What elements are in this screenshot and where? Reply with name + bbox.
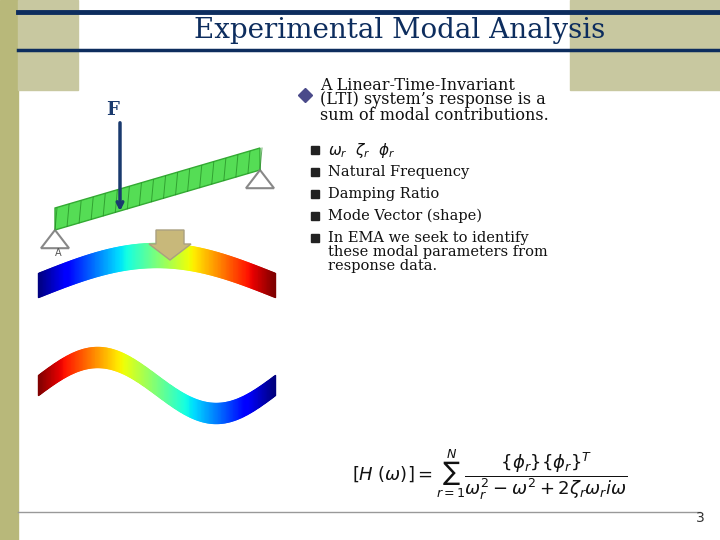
Text: F: F — [106, 101, 119, 119]
Text: $\omega_r\ \ \zeta_r\ \ \phi_r$: $\omega_r\ \ \zeta_r\ \ \phi_r$ — [328, 140, 395, 159]
Text: A: A — [55, 248, 61, 258]
Text: Experimental Modal Analysis: Experimental Modal Analysis — [194, 17, 606, 44]
Text: Mode Vector (shape): Mode Vector (shape) — [328, 209, 482, 223]
Text: Damping Ratio: Damping Ratio — [328, 187, 439, 201]
Bar — [18, 0, 78, 90]
Polygon shape — [55, 148, 260, 230]
Bar — [311, 212, 319, 220]
Text: these modal parameters from: these modal parameters from — [328, 245, 548, 259]
Text: A Linear-Time-Invariant: A Linear-Time-Invariant — [320, 77, 515, 93]
Text: $[H\ (\omega)] = \sum_{r=1}^{N} \dfrac{\{\phi_r\}\{\phi_r\}^T}{\omega_r^2 - \ome: $[H\ (\omega)] = \sum_{r=1}^{N} \dfrac{\… — [352, 448, 628, 502]
Bar — [311, 190, 319, 198]
Bar — [311, 168, 319, 176]
Text: In EMA we seek to identify: In EMA we seek to identify — [328, 231, 528, 245]
Text: response data.: response data. — [328, 259, 437, 273]
Bar — [570, 0, 720, 90]
FancyArrow shape — [149, 230, 191, 260]
Bar — [311, 146, 319, 154]
Bar — [0, 0, 18, 540]
Text: Natural Frequency: Natural Frequency — [328, 165, 469, 179]
Text: 3: 3 — [696, 511, 705, 525]
Bar — [311, 234, 319, 242]
Text: sum of modal contributions.: sum of modal contributions. — [320, 106, 549, 124]
Text: (LTI) system’s response is a: (LTI) system’s response is a — [320, 91, 546, 109]
